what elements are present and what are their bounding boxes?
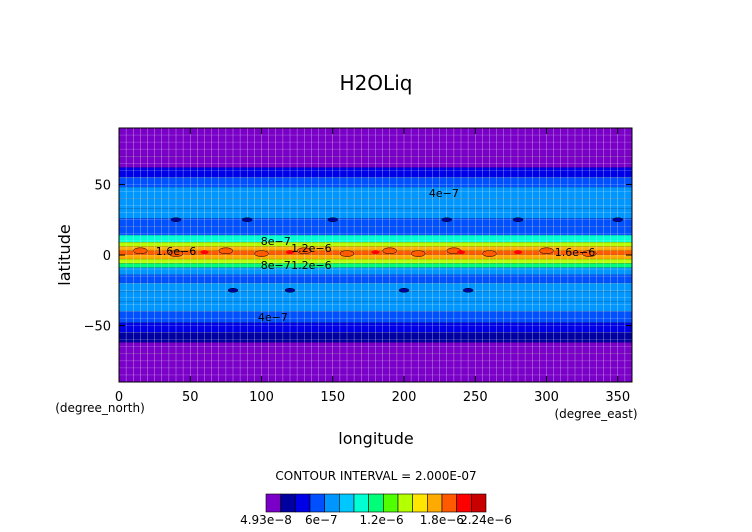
y-tick-label: 50 (94, 178, 111, 193)
colorbar-swatch (324, 493, 340, 513)
contour-maximum (286, 250, 294, 255)
colorbar (265, 493, 487, 513)
colorbar-swatch (295, 493, 311, 513)
contour-minimum (441, 217, 452, 222)
grid-lines (119, 128, 632, 382)
colorbar-tick-label: 4.93e−8 (240, 513, 292, 527)
contour-label: 1.6e−6 (156, 245, 196, 258)
colorbar-swatch (456, 493, 472, 513)
colorbar-tick-labels: 4.93e−8 6e−7 1.2e−6 1.8e−62.24e−6 (240, 513, 512, 527)
y-axis-ticks: 50 0 −50 (84, 178, 632, 335)
contour-maximum (254, 250, 269, 257)
x-tick-label: 100 (249, 390, 274, 405)
contour-maximum (457, 250, 465, 255)
y-tick-label: −50 (84, 320, 111, 335)
contour-label: 4e−7 (258, 311, 288, 324)
contour-minimum (512, 217, 524, 222)
colorbar-swatch (353, 493, 369, 513)
x-tick-label: 0 (115, 390, 123, 405)
x-tick-label: 350 (605, 390, 630, 405)
contour-minimum (284, 288, 296, 293)
contour-minimum (462, 288, 474, 293)
contour-maximum (168, 250, 184, 257)
contour-label: 4e−7 (429, 187, 459, 200)
contour-minimum (242, 217, 253, 222)
colorbar-tick-label: 1.2e−6 (359, 513, 403, 527)
contour-maximum (297, 247, 312, 255)
contour-minimum (327, 217, 338, 222)
colorbar-swatch (265, 493, 281, 513)
x-unit-label: (degree_east) (554, 407, 637, 421)
contour-maximum (539, 247, 554, 255)
contour-label: 1.2e−6 (291, 259, 331, 272)
colorbar-swatch (368, 493, 384, 513)
colorbar-swatch (441, 493, 457, 513)
contour-maximum (371, 250, 380, 255)
contour-maximum (382, 247, 397, 255)
contour-maximum (339, 250, 355, 257)
x-tick-label: 250 (463, 390, 488, 405)
colorbar-tick-label: 2.24e−6 (460, 513, 512, 527)
contour-features (133, 217, 623, 293)
y-unit-label: (degree_north) (55, 401, 145, 415)
contour-maximum (200, 250, 209, 255)
colorbar-swatch (309, 493, 325, 513)
colorbar-swatch (471, 493, 487, 513)
contour-minimum (612, 217, 623, 222)
contour-maximum (411, 250, 426, 257)
contour-maximum (218, 247, 234, 255)
contour-maximum (133, 247, 148, 255)
contour-maximum (482, 250, 497, 257)
contour-label: 1.2e−6 (291, 242, 331, 255)
contour-minimum (227, 288, 239, 293)
colorbar-swatch (397, 493, 413, 513)
contour-minimum (398, 288, 410, 293)
y-axis-label: latitude (55, 224, 74, 285)
contour-label: 8e−7 (261, 235, 291, 248)
contour-maximum (582, 250, 597, 257)
colorbar-swatch (412, 493, 428, 513)
contour-minimum (170, 217, 182, 222)
x-tick-label: 50 (182, 390, 199, 405)
colorbar-swatch (339, 493, 355, 513)
colorbar-swatch (280, 493, 296, 513)
contour-label: 8e−7 (261, 259, 291, 272)
contour-maximum (514, 250, 522, 255)
x-axis-label: longitude (338, 429, 413, 448)
contour-label: 1.6e−6 (555, 246, 595, 259)
colorbar-tick-label: 1.8e−6 (420, 513, 464, 527)
plot-area: 1.6e−6 8e−71.2e−68e−7 1.2e−6 1.6e−6 4e−7 4e−7 (118, 127, 633, 383)
chart-title: H2OLiq (340, 71, 413, 95)
colorbar-swatch (383, 493, 399, 513)
contour-labels: 1.6e−6 8e−71.2e−68e−7 1.2e−6 1.6e−6 4e−7 4e−7 (156, 187, 595, 324)
x-tick-label: 200 (392, 390, 417, 405)
x-tick-label: 150 (320, 390, 345, 405)
x-axis-ticks: 0 50 100 150 200 250 300 350 (115, 128, 630, 405)
colorbar-swatch (427, 493, 443, 513)
y-tick-label: 0 (103, 249, 111, 264)
colorbar-tick-label: 6e−7 (305, 513, 338, 527)
x-tick-label: 300 (534, 390, 559, 405)
contour-interval-text: CONTOUR INTERVAL = 2.000E-07 (275, 469, 476, 483)
